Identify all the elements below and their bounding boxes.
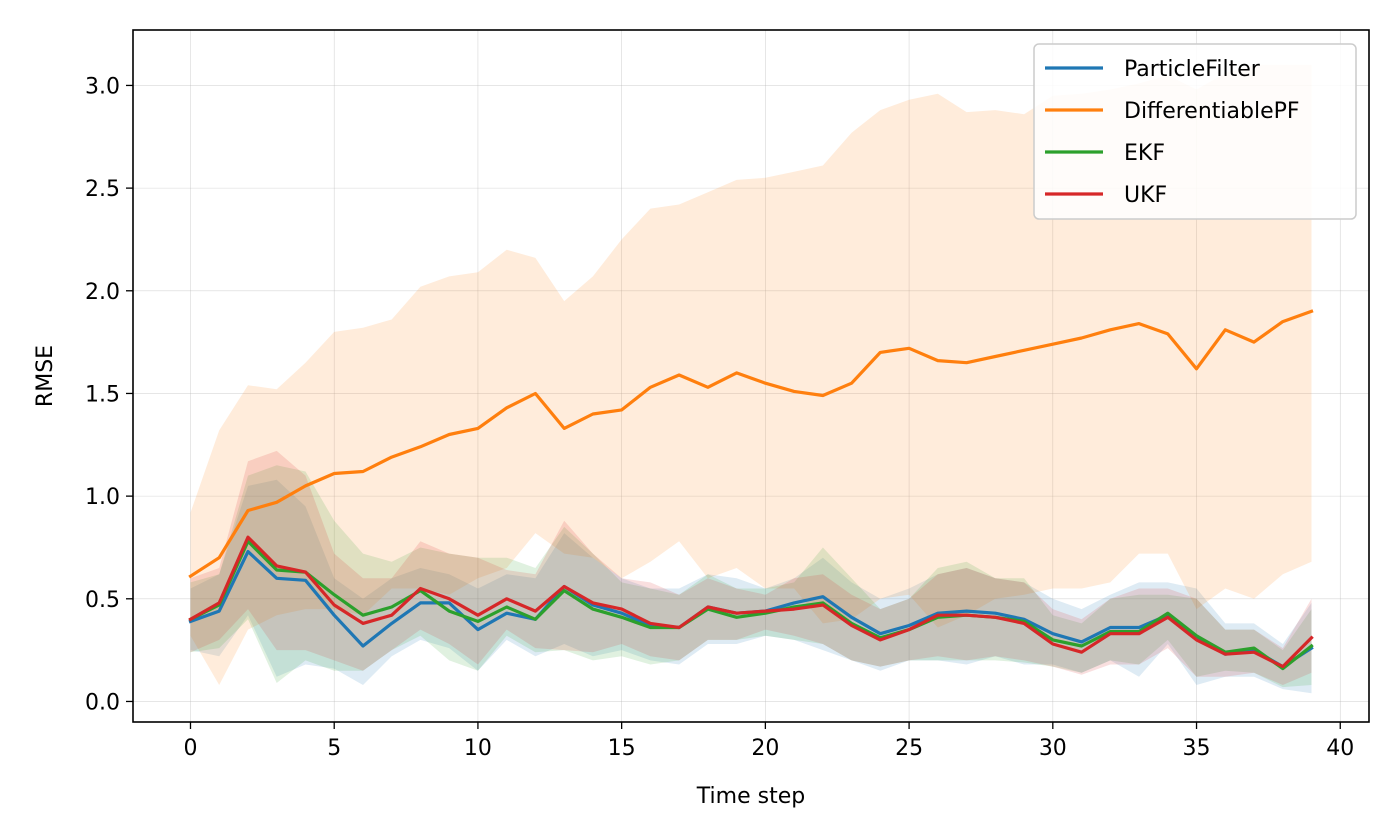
legend-label-ekf: EKF — [1124, 141, 1165, 166]
axis-ticks: 0 5 10 15 20 25 30 35 40 0.0 0.5 1.0 1.5 2.0 2.5 3.0 — [85, 74, 1354, 761]
y-axis-title: RMSE — [33, 345, 58, 407]
legend-label-particlefilter: ParticleFilter — [1124, 57, 1261, 82]
plot-frame — [132, 29, 1370, 723]
confidence-bands — [190, 64, 1312, 694]
particlefilter-band — [190, 479, 1312, 694]
x-tick-label: 25 — [895, 736, 923, 761]
x-tick-label: 20 — [751, 736, 779, 761]
x-tick-label: 5 — [327, 736, 341, 761]
x-tick-label: 40 — [1326, 736, 1354, 761]
ekf-line — [188, 539, 1314, 671]
x-tick-label: 0 — [183, 736, 197, 761]
x-tick-label: 30 — [1039, 736, 1067, 761]
y-tick-label: 2.0 — [85, 280, 120, 305]
series-lines — [188, 309, 1314, 671]
y-tick-label: 1.0 — [85, 485, 120, 510]
differentiablepf-line — [188, 309, 1314, 579]
legend-label-ukf: UKF — [1124, 183, 1167, 208]
differentiablepf-band — [190, 64, 1312, 685]
legend: ParticleFilter DifferentiablePF EKF UKF — [1033, 43, 1357, 220]
x-tick-label: 35 — [1183, 736, 1211, 761]
y-tick-label: 2.5 — [85, 177, 120, 202]
x-tick-label: 10 — [464, 736, 492, 761]
y-tick-label: 3.0 — [85, 74, 120, 99]
y-tick-label: 0.0 — [85, 690, 120, 715]
x-tick-label: 15 — [608, 736, 636, 761]
x-axis-title: Time step — [696, 784, 805, 809]
y-tick-label: 1.5 — [85, 382, 120, 407]
ukf-line — [188, 535, 1314, 669]
legend-label-differentiablepf: DifferentiablePF — [1124, 99, 1300, 124]
ekf-band — [190, 465, 1312, 688]
y-tick-label: 0.5 — [85, 588, 120, 613]
legend-frame — [1033, 43, 1357, 220]
